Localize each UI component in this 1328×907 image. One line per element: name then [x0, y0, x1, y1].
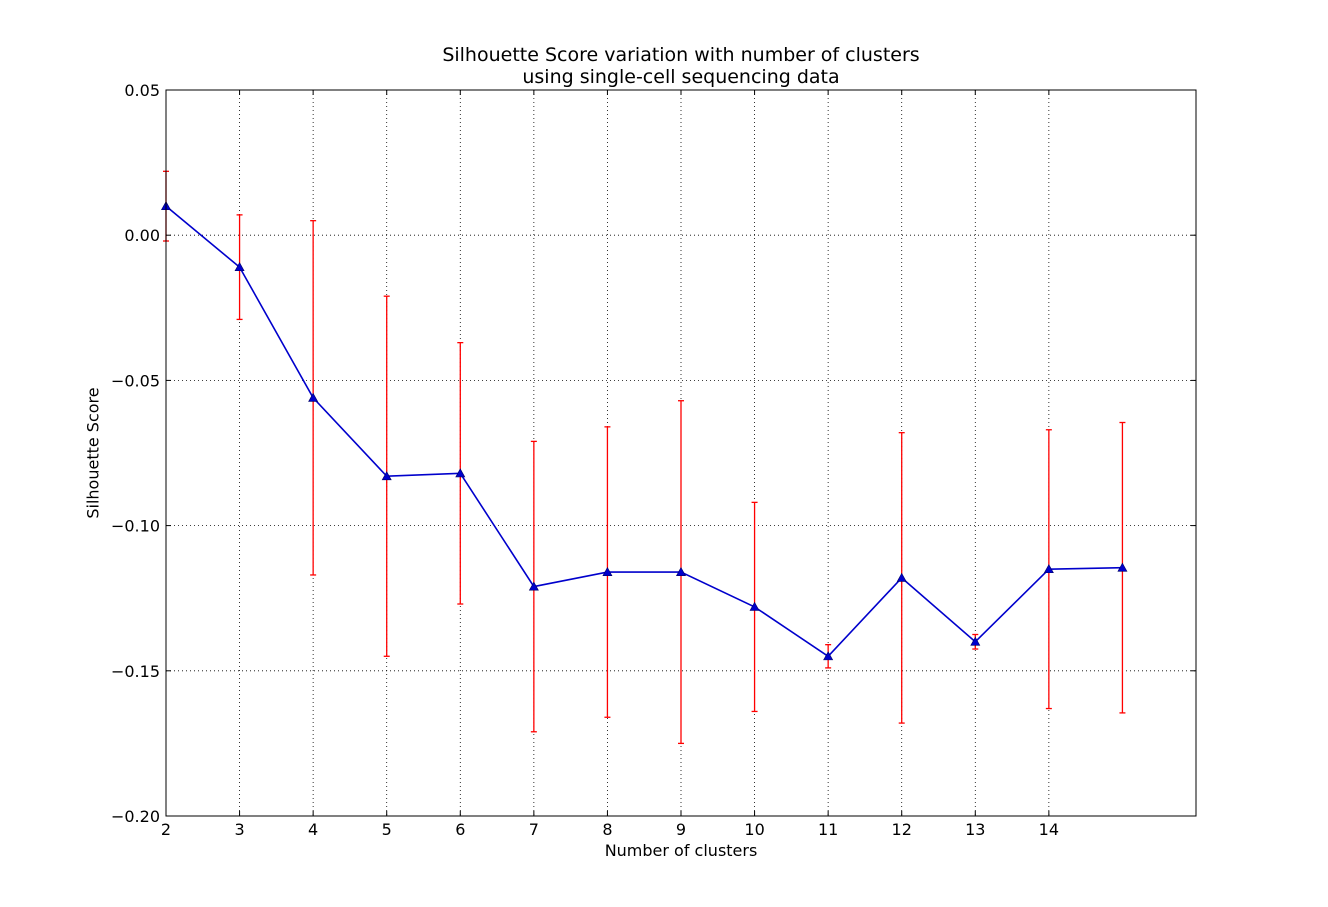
x-tick-label: 11: [818, 820, 838, 839]
data-point-marker: [528, 581, 539, 591]
x-tick-label: 12: [892, 820, 912, 839]
series-polyline: [165, 205, 1123, 658]
x-tick-label: 13: [965, 820, 985, 839]
y-axis-label: Silhouette Score: [83, 387, 103, 519]
error-bars: [163, 170, 1126, 745]
series-line: [165, 205, 1123, 658]
x-tick-label: 6: [455, 820, 465, 839]
x-tick-label: 5: [382, 820, 392, 839]
data-point-marker: [970, 636, 981, 646]
x-tick-label: 7: [529, 820, 539, 839]
data-point-marker: [381, 471, 392, 481]
data-point-marker: [1117, 562, 1128, 572]
y-tick-label: −0.10: [111, 517, 160, 536]
axis-ticks: 2 3 4 5 6 7 8 9 10 11 12 13 14 −0.20 −0.15 −0.10 −0.05 0.…: [111, 81, 1196, 839]
data-point-marker: [234, 262, 245, 272]
x-tick-label: 9: [676, 820, 686, 839]
x-tick-label: 14: [1039, 820, 1059, 839]
x-tick-label: 4: [308, 820, 318, 839]
series-markers: [160, 201, 1128, 661]
x-tick-label: 8: [602, 820, 612, 839]
x-axis-label: Number of clusters: [604, 841, 758, 860]
y-tick-label: −0.20: [111, 807, 160, 826]
x-tick-label: 3: [234, 820, 244, 839]
data-point-marker: [602, 566, 613, 576]
data-point-marker: [308, 392, 319, 402]
chart-title-line-1: Silhouette Score variation with number o…: [442, 44, 920, 66]
data-point-marker: [823, 651, 834, 661]
x-tick-label: 2: [161, 820, 171, 839]
y-tick-label: 0.00: [124, 226, 160, 245]
x-tick-label: 10: [744, 820, 764, 839]
data-point-marker: [1043, 564, 1054, 574]
data-point-marker: [749, 601, 760, 611]
data-point-marker: [455, 468, 466, 478]
y-tick-label: −0.15: [111, 662, 160, 681]
chart-title-line-2: using single-cell sequencing data: [522, 66, 840, 88]
data-point-marker: [675, 566, 687, 576]
y-tick-label: −0.05: [111, 371, 160, 390]
y-tick-label: 0.05: [124, 81, 160, 100]
data-point-marker: [896, 572, 907, 582]
